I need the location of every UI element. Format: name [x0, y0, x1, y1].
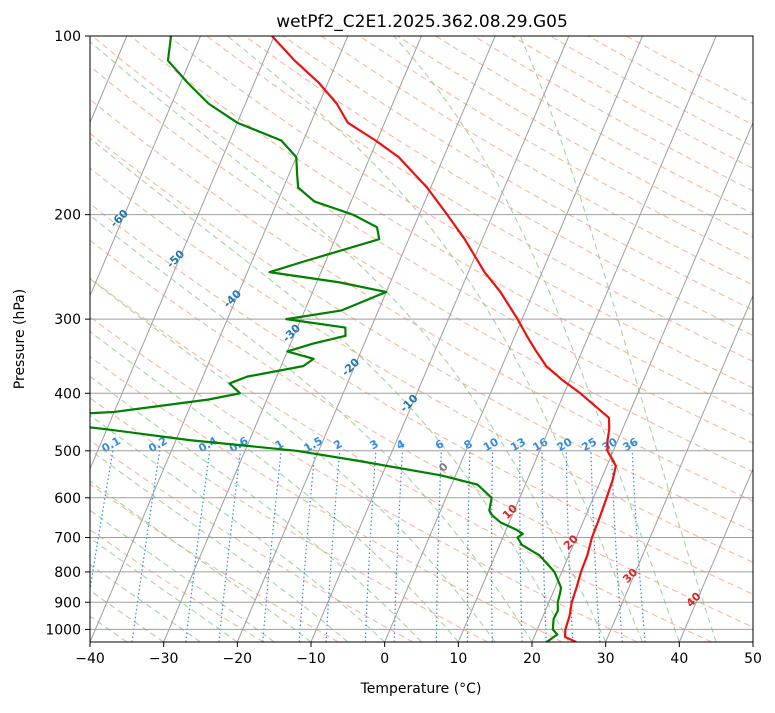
moist-adiabat	[90, 40, 607, 642]
mixing-ratio-line	[262, 450, 282, 642]
x-axis-label: Temperature (°C)	[360, 681, 482, 697]
plot-frame	[89, 35, 754, 643]
temperature-profile-line	[271, 36, 617, 642]
y-tick-label: 1000	[45, 622, 81, 638]
x-tick-label: −30	[149, 651, 179, 667]
moist-adiabat	[90, 480, 312, 642]
mixing-ratio-line	[364, 450, 377, 642]
mixing-ratio-line	[610, 450, 623, 642]
isotherm-line	[678, 467, 753, 642]
isotherm-line	[457, 36, 717, 642]
y-tick-label: 300	[54, 312, 81, 328]
dry-adiabat	[244, 36, 753, 336]
x-tick-label: 0	[380, 651, 389, 667]
dry-adiabat	[90, 529, 264, 642]
axes-group: −40 −30 −20 −10 0 10 20 30 40 50 100 200 300 400 500 60…	[45, 29, 762, 667]
dry-adiabat	[90, 483, 339, 642]
x-tick-label: 20	[523, 651, 541, 667]
moist-adiabat	[393, 36, 680, 642]
dry-adiabat	[282, 36, 753, 311]
dry-adiabat	[90, 98, 753, 502]
mixing-ratio-line	[631, 450, 646, 642]
dry-adiabat	[90, 203, 753, 595]
moist-adiabat	[90, 537, 238, 642]
mixing-ratio-line	[325, 450, 341, 642]
y-tick-label: 500	[54, 444, 81, 460]
isotherm-line	[90, 36, 201, 297]
x-tick-label: −20	[223, 651, 253, 667]
y-tick-label: 600	[54, 491, 81, 507]
moist-adiabat	[90, 509, 275, 642]
isotherm-line	[310, 36, 570, 642]
mixing-ratio-line	[298, 450, 316, 642]
moist-adiabat	[90, 589, 164, 642]
x-tick-label: −10	[296, 651, 326, 667]
y-axis-label: Pressure (hPa)	[12, 289, 28, 389]
x-tick-label: 50	[744, 651, 762, 667]
isotherm-line	[605, 294, 753, 642]
moist-adiabat	[227, 36, 644, 642]
y-tick-label: 400	[54, 386, 81, 402]
moist-adiabat	[90, 214, 533, 642]
dry-adiabat	[91, 36, 753, 444]
dry-adiabat	[90, 132, 753, 532]
chart-title: wetPf2_C2E1.2025.362.08.29.G05	[276, 12, 568, 32]
dewpoint-profile-line	[90, 36, 563, 642]
y-tick-label: 100	[54, 29, 81, 45]
mixing-ratio-line	[218, 450, 242, 642]
x-tick-label: 30	[597, 651, 615, 667]
dry-adiabat	[90, 356, 563, 642]
isotherm-line	[384, 36, 643, 642]
moist-adiabat	[90, 414, 386, 642]
y-tick-label: 700	[54, 531, 81, 547]
dry-adiabat	[90, 277, 712, 642]
moist-adiabat	[90, 563, 201, 642]
isotherm-line	[236, 36, 496, 642]
dry-adiabat	[90, 316, 638, 642]
x-tick-label: 10	[449, 651, 467, 667]
isotherm-line	[90, 36, 275, 471]
moist-adiabat	[90, 278, 496, 642]
moist-adiabat	[90, 330, 459, 642]
moist-adiabat	[519, 36, 717, 642]
dry-adiabat	[130, 36, 753, 416]
y-tick-label: 800	[54, 565, 81, 581]
isotherm-line	[531, 121, 753, 642]
x-tick-label: 40	[670, 651, 688, 667]
dry-adiabat	[168, 36, 753, 389]
y-tick-label: 900	[54, 595, 81, 611]
x-tick-label: −40	[75, 651, 105, 667]
isotherm-line	[163, 36, 422, 642]
mixing-ratio-line	[590, 450, 601, 642]
dry-adiabat	[90, 239, 753, 628]
mixing-ratio-line	[185, 450, 211, 642]
isotherm-line	[90, 36, 349, 642]
moist-adiabat	[90, 137, 570, 642]
dry-adiabat	[90, 397, 488, 642]
y-tick-label: 200	[54, 208, 81, 224]
